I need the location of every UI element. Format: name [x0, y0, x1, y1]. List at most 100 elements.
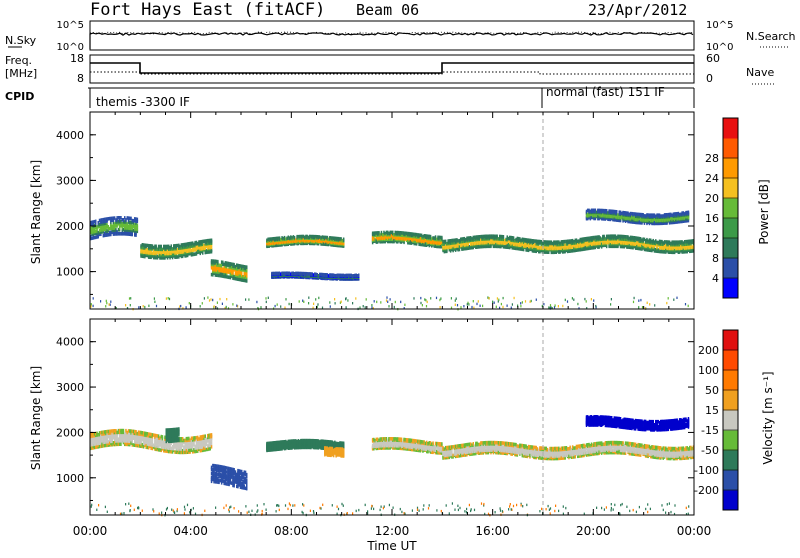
power-cell [119, 232, 121, 236]
power-scatter-cell [647, 302, 648, 304]
power-cell [576, 238, 578, 242]
power-cell [660, 240, 662, 244]
power-cell [580, 238, 582, 242]
power-cell [593, 209, 595, 213]
power-colorbar-swatch [723, 238, 738, 259]
power-cell [425, 242, 427, 246]
power-cell [289, 272, 291, 276]
power-cell [220, 272, 222, 276]
power-cell [658, 248, 660, 252]
power-cell [332, 273, 334, 277]
power-cell [602, 235, 604, 239]
power-scatter-cell [212, 299, 213, 301]
power-cell [111, 225, 113, 229]
power-cell [322, 235, 324, 239]
power-scatter-cell [265, 297, 266, 299]
power-scatter-cell [129, 297, 130, 299]
power-cell [632, 236, 634, 240]
power-cell [144, 243, 146, 247]
power-cell [330, 273, 332, 277]
power-scatter-cell [318, 297, 319, 299]
power-cell [500, 235, 502, 239]
power-cell [649, 213, 651, 217]
power-cell [612, 234, 614, 238]
power-scatter-cell [424, 298, 425, 300]
power-cell [222, 268, 224, 272]
power-scatter-cell [577, 303, 578, 305]
power-scatter-cell [473, 300, 474, 302]
power-scatter-cell [595, 305, 596, 307]
power-cell [666, 213, 668, 217]
power-cell [225, 261, 227, 265]
power-cell [488, 235, 490, 239]
power-cell [527, 247, 529, 251]
power-cell [237, 271, 239, 275]
nave-label: Nave [746, 66, 774, 79]
power-scatter-cell [456, 298, 457, 300]
power-scatter-cell [593, 299, 594, 301]
power-scatter-cell [91, 303, 92, 305]
power-cell [388, 232, 390, 236]
power-cell [444, 240, 446, 244]
power-cell [267, 238, 269, 242]
power-cell [295, 238, 297, 242]
power-cell [226, 261, 228, 265]
power-cell [159, 245, 161, 249]
power-cell [591, 216, 593, 220]
power-scatter-cell [494, 302, 495, 304]
power-scatter-cell [476, 303, 477, 305]
power-cell [323, 273, 325, 277]
power-cell [610, 234, 612, 238]
power-cell [416, 233, 418, 237]
power-colorbar-tick-label: 12 [705, 232, 719, 245]
power-cell [233, 275, 235, 279]
power-cell [158, 245, 160, 249]
power-cell [330, 236, 332, 240]
power-cell [440, 245, 442, 249]
power-cell [225, 273, 227, 277]
power-cell [337, 274, 339, 278]
power-cell [310, 235, 312, 239]
power-cell [459, 245, 461, 249]
power-cell [678, 240, 680, 244]
power-cell [673, 212, 675, 216]
power-cell [615, 210, 617, 214]
velocity-cell [114, 441, 116, 445]
power-cell [630, 212, 632, 216]
power-scatter-cell [492, 301, 493, 303]
power-cell [137, 218, 139, 222]
power-cell [554, 240, 556, 244]
power-scatter-cell [386, 296, 387, 298]
power-cell [548, 240, 550, 244]
power-cell [564, 240, 566, 244]
power-scatter-cell [90, 305, 91, 307]
power-cell [291, 236, 293, 240]
velocity-cell [98, 433, 100, 437]
power-cell [114, 222, 116, 226]
power-scatter-cell [200, 305, 201, 307]
power-scatter-cell [359, 306, 360, 308]
power-scatter-cell [371, 304, 372, 306]
power-cell [392, 231, 394, 235]
power-cell [481, 235, 483, 239]
power-cell [194, 241, 196, 245]
power-cell [625, 211, 627, 215]
power-scatter-cell [302, 300, 303, 302]
power-cell [640, 213, 642, 217]
power-scatter-cell [503, 297, 504, 299]
power-cell [675, 212, 677, 216]
power-scatter-cell [308, 302, 309, 304]
power-scatter-cell [154, 301, 155, 303]
power-cell [403, 231, 405, 235]
power-cell [515, 238, 517, 242]
velocity-cell [132, 433, 134, 437]
power-scatter-cell [387, 301, 388, 303]
power-scatter-cell [420, 302, 421, 304]
power-scatter-cell [93, 305, 94, 307]
power-scatter-cell [202, 302, 203, 304]
power-scatter-cell [180, 305, 181, 307]
power-scatter-cell [478, 300, 479, 302]
power-cell [654, 213, 656, 217]
power-cell [231, 262, 233, 266]
power-cell [213, 259, 215, 263]
